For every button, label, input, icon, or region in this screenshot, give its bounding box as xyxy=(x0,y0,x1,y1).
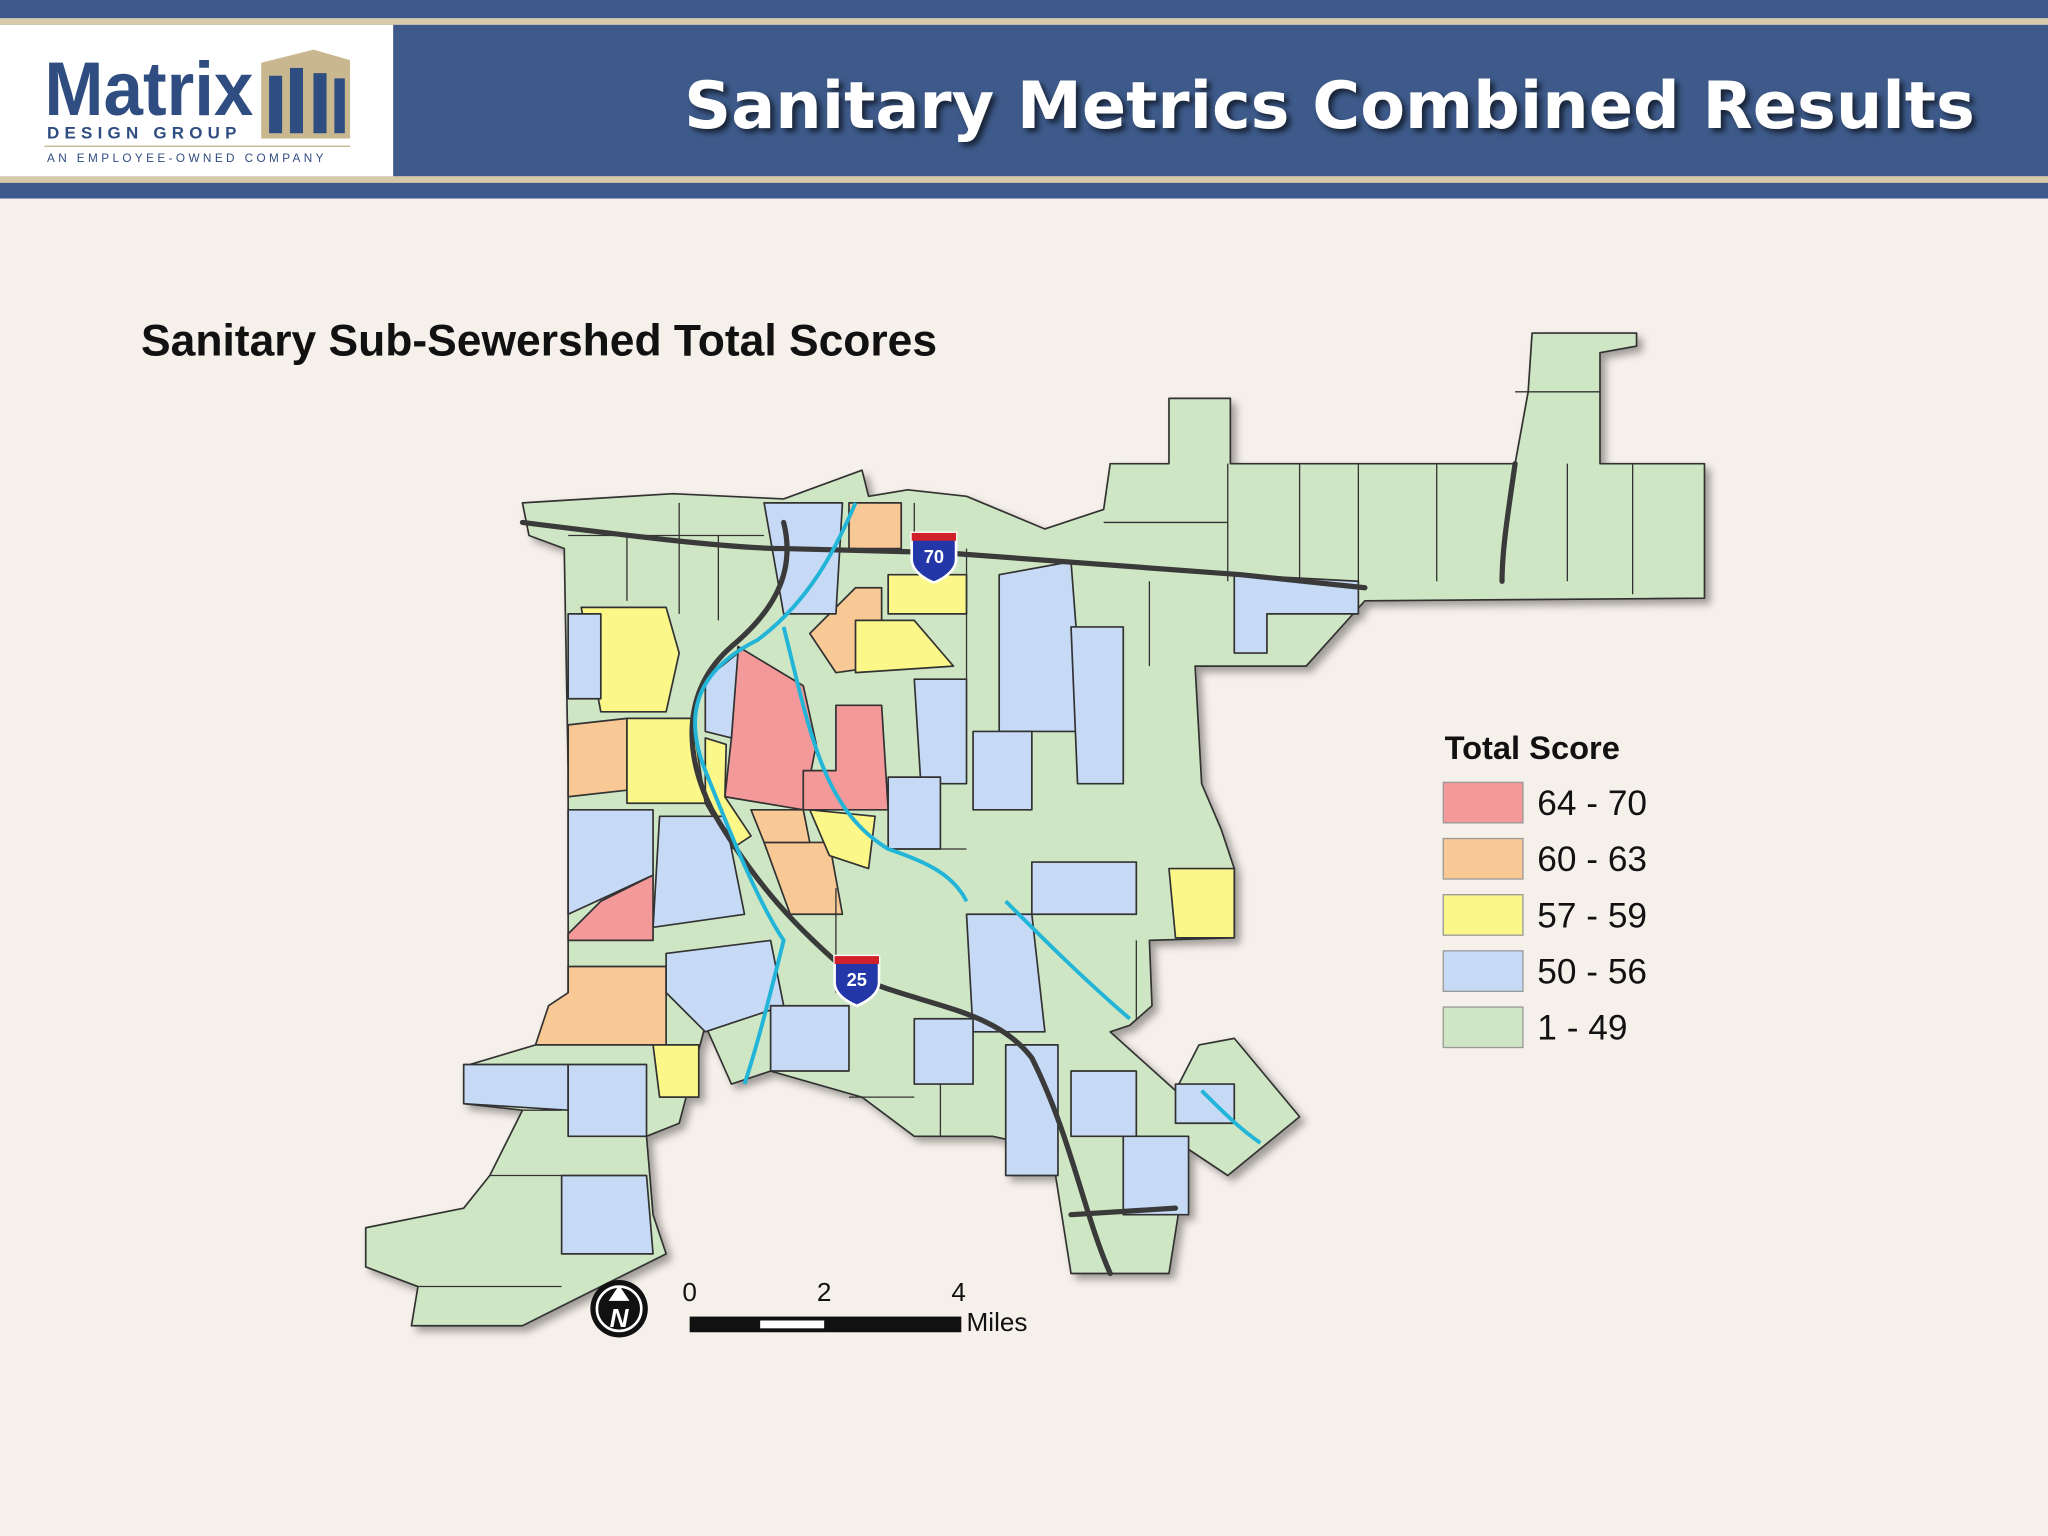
scale-label: 4 xyxy=(951,1277,966,1307)
sub-sewershed xyxy=(567,808,654,916)
highway-label: 70 xyxy=(924,546,944,567)
scale-bar: 0 2 4 Miles xyxy=(682,1277,1027,1337)
legend-swatch xyxy=(1442,950,1524,992)
sub-sewershed xyxy=(1168,867,1236,939)
header-stripe xyxy=(0,176,2048,183)
highway-shield: 25 xyxy=(833,954,881,1008)
sub-sewershed xyxy=(848,502,903,550)
sub-sewershed xyxy=(560,1174,654,1255)
north-arrow: N xyxy=(590,1280,648,1338)
scale-label: 0 xyxy=(682,1277,697,1307)
sub-sewershed xyxy=(567,1063,648,1138)
sub-sewershed xyxy=(462,1063,570,1112)
sub-sewershed xyxy=(1070,626,1125,785)
map xyxy=(364,332,1706,1327)
sub-sewershed xyxy=(652,815,746,929)
sub-sewershed xyxy=(750,808,811,844)
rivers xyxy=(693,502,1262,1145)
sub-sewershed xyxy=(1070,1070,1138,1138)
sub-sewershed xyxy=(769,1004,850,1072)
sub-sewershed xyxy=(567,717,628,798)
legend-swatch xyxy=(1442,781,1524,824)
highways xyxy=(519,461,1518,1277)
highway-shield: 70 xyxy=(910,531,958,584)
map-title: Sanitary Sub-Sewershed Total Scores xyxy=(141,316,937,365)
sub-sewershed xyxy=(665,939,785,1033)
sub-sewershed xyxy=(364,332,1706,1327)
legend-swatch xyxy=(1442,837,1524,880)
logo-name: Matrix xyxy=(44,47,253,132)
slide-title: Sanitary Metrics Combined Results xyxy=(684,68,1975,144)
sub-sewershed xyxy=(1004,1044,1059,1177)
sub-sewershed xyxy=(567,874,654,942)
sub-sewershed xyxy=(854,619,955,674)
north-label: N xyxy=(610,1303,630,1333)
logo-building xyxy=(261,49,351,139)
legend-label: 64 - 70 xyxy=(1537,784,1647,823)
sub-sewershed xyxy=(913,678,968,785)
sub-sewershed xyxy=(1174,1083,1236,1125)
legend-title: Total Score xyxy=(1445,729,1620,766)
sub-sewershed xyxy=(972,730,1033,811)
header-stripe xyxy=(0,18,2048,25)
highway-label: 25 xyxy=(847,969,867,990)
scale-label: 2 xyxy=(817,1277,832,1307)
header-bar xyxy=(0,182,2048,199)
sub-sewershed xyxy=(652,1044,700,1098)
sub-sewershed xyxy=(1122,1135,1190,1216)
legend: Total Score 64 - 70 60 - 63 57 - 59 50 - 56… xyxy=(1442,729,1647,1049)
sub-sewershed xyxy=(965,913,1046,1033)
logo-tagline: AN EMPLOYEE-OWNED COMPANY xyxy=(47,152,327,165)
logo-subtitle: DESIGN GROUP xyxy=(47,123,242,142)
legend-label: 57 - 59 xyxy=(1537,896,1647,935)
sub-sewershed xyxy=(887,776,942,850)
header-bar xyxy=(0,0,2048,19)
sub-sewershed xyxy=(567,613,602,700)
scale-unit: Miles xyxy=(967,1307,1028,1337)
legend-label: 1 - 49 xyxy=(1537,1009,1627,1048)
legend-swatch xyxy=(1442,1006,1524,1049)
legend-label: 60 - 63 xyxy=(1537,840,1647,879)
boundaries xyxy=(417,391,1634,1288)
sub-sewershed xyxy=(913,1017,974,1085)
sub-sewershed xyxy=(1030,861,1138,916)
legend-swatch xyxy=(1442,894,1524,936)
legend-label: 50 - 56 xyxy=(1537,953,1647,992)
